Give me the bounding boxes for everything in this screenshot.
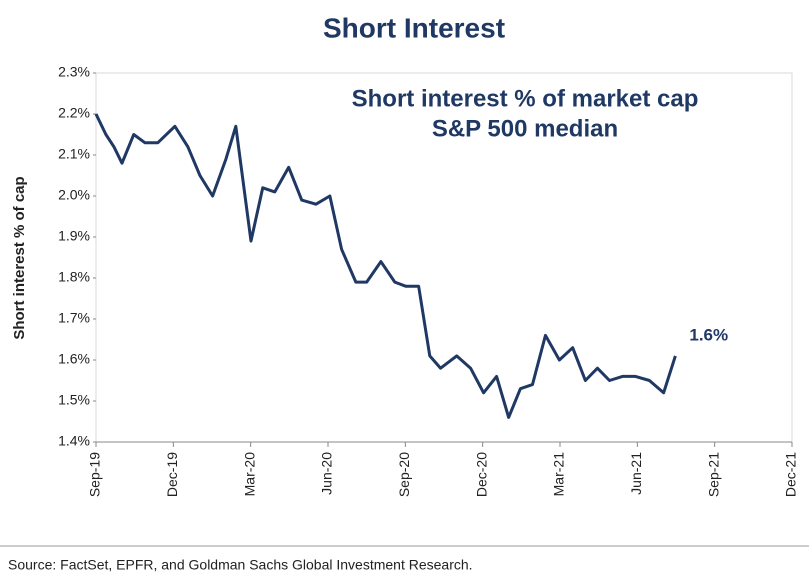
- y-tick-label: 1.4%: [58, 433, 90, 449]
- line-series: [94, 113, 677, 419]
- x-tick-label: Dec-21: [783, 452, 799, 497]
- chart-subtitle: S&P 500 median: [432, 115, 618, 142]
- x-tick-label: Jun-20: [319, 452, 335, 495]
- chart-title: Short Interest: [323, 12, 505, 43]
- y-tick-label: 1.5%: [58, 392, 90, 408]
- x-tick-label: Mar-20: [241, 452, 257, 497]
- x-tick-label: Mar-21: [551, 452, 567, 497]
- x-tick-label: Jun-21: [628, 452, 644, 495]
- x-tick-label: Dec-19: [164, 452, 180, 497]
- y-tick-label: 1.7%: [58, 310, 90, 326]
- annotation: 1.6%: [689, 325, 728, 344]
- chart-subtitle: Short interest % of market cap: [352, 85, 699, 112]
- x-tick-label: Sep-21: [705, 452, 721, 497]
- y-tick-label: 2.0%: [58, 187, 90, 203]
- y-tick-label: 2.2%: [58, 105, 90, 121]
- y-tick-label: 2.3%: [58, 64, 90, 80]
- x-tick-label: Sep-20: [396, 452, 412, 497]
- x-tick-label: Sep-19: [87, 452, 103, 497]
- y-tick-label: 1.6%: [58, 351, 90, 367]
- y-axis-label: Short interest % of cap: [11, 176, 28, 339]
- x-tick-label: Dec-20: [473, 452, 489, 497]
- y-tick-label: 1.9%: [58, 228, 90, 244]
- y-tick-label: 2.1%: [58, 146, 90, 162]
- source-note: Source: FactSet, EPFR, and Goldman Sachs…: [8, 557, 473, 573]
- y-tick-label: 1.8%: [58, 269, 90, 285]
